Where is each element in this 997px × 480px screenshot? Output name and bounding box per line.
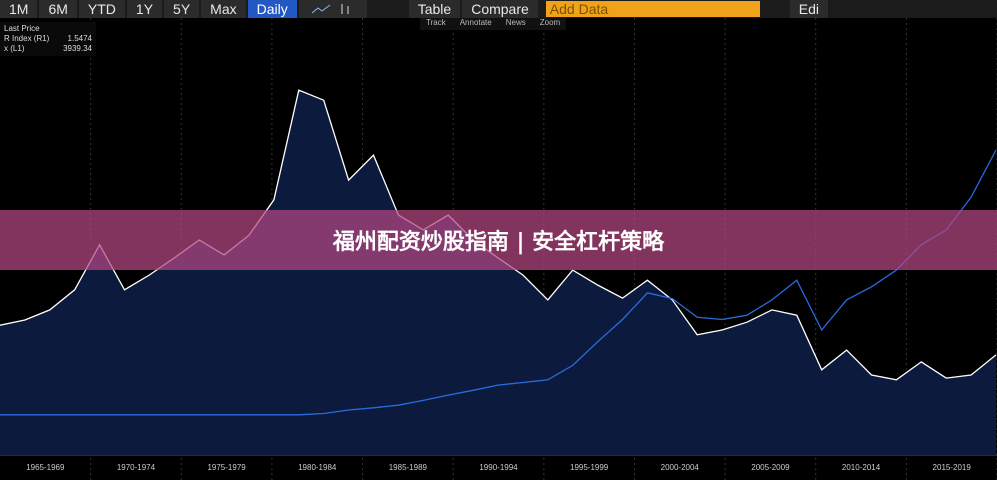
table-button[interactable]: Table	[408, 0, 461, 18]
icons	[311, 4, 349, 14]
banner: 福州配资炒股指南 | 安全杠杆策略	[0, 210, 997, 270]
area-fill	[0, 90, 996, 455]
legend: Last Price R Index (R1) 1.5474 x (L1) 3939.…	[0, 22, 96, 56]
range-button[interactable]: 1M	[0, 0, 38, 18]
legend-value: 3939.34	[63, 44, 92, 53]
tool-button[interactable]: Annotate	[459, 18, 492, 27]
frequency-button[interactable]: Daily	[247, 0, 297, 18]
chart-type-icons[interactable]	[298, 0, 367, 18]
range-button[interactable]: 1Y	[126, 0, 163, 18]
x-tick-label: 1985-1989	[389, 463, 428, 472]
x-tick-label: 1990-1994	[479, 463, 518, 472]
x-tick-label: 1995-1999	[570, 463, 609, 472]
legend-value: 1.5474	[67, 34, 92, 43]
legend-name: x (L1)	[4, 44, 25, 53]
tool-button[interactable]: Track	[426, 18, 446, 27]
range-button[interactable]: 5Y	[164, 0, 200, 18]
toolbar: 1M 6M YTD 1Y 5Y Max Daily Table Compare Add Data E…	[0, 0, 997, 18]
x-tick-label: 2010-2014	[842, 463, 881, 472]
series-line	[0, 149, 997, 416]
x-tick-label: 1970-1974	[117, 463, 156, 472]
x-tick-label: 1965-1969	[26, 463, 65, 472]
range-button[interactable]: 6M	[39, 0, 77, 18]
range-button[interactable]: YTD	[78, 0, 125, 18]
range-button[interactable]: Max	[201, 0, 246, 18]
tool-row: Track Annotate News Zoom	[420, 18, 567, 30]
x-tick-label: 2000-2004	[661, 463, 700, 472]
legend-title: Last Price	[4, 24, 40, 33]
compare-button[interactable]: Compare	[462, 0, 538, 18]
legend-item: R Index (R1) 1.5474	[4, 34, 92, 44]
legend-item: x (L1) 3939.34	[4, 44, 92, 54]
edit-button[interactable]: Edi	[789, 0, 829, 18]
x-tick-label: 2005-2009	[751, 463, 790, 472]
legend-name: R Index (R1)	[4, 34, 50, 43]
tool-button[interactable]: Zoom	[539, 18, 561, 27]
x-tick-label: 1975-1979	[207, 463, 246, 472]
x-tick-label: 2015-2019	[933, 463, 972, 472]
add-data-input[interactable]: Add Data	[545, 1, 760, 17]
x-tick-label: 1980-1984	[298, 463, 337, 472]
tool-button[interactable]: News	[505, 18, 526, 27]
